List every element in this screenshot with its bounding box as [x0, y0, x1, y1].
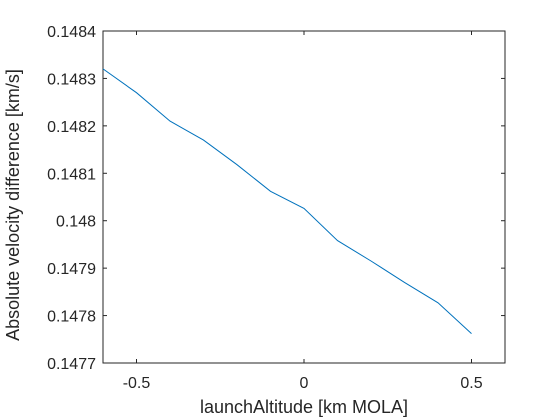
y-tick-label: 0.1479	[47, 261, 96, 278]
x-axis-label: launchAltitude [km MOLA]	[200, 397, 408, 417]
y-tick-label: 0.1481	[47, 166, 96, 183]
y-tick-label: 0.1478	[47, 309, 96, 326]
y-tick-label: 0.148	[56, 214, 96, 231]
axes-frame	[102, 30, 506, 364]
y-axis-ticks: 0.1477 0.1478 0.1479 0.148 0.1481 0.1482 0.148…	[47, 24, 505, 373]
plot-lines	[102, 68, 472, 334]
series-line	[102, 68, 472, 334]
axes-box	[102, 30, 506, 364]
y-tick-label: 0.1483	[47, 71, 96, 88]
x-tick-label: 0.5	[460, 375, 482, 392]
x-axis-ticks: -0.5 0 0.5	[123, 31, 483, 392]
y-tick-label: 0.1484	[47, 24, 96, 41]
y-tick-label: 0.1482	[47, 119, 96, 136]
x-tick-label: 0	[300, 375, 309, 392]
x-tick-label: -0.5	[123, 375, 151, 392]
y-axis-label: Absolute velocity difference [km/s]	[3, 69, 23, 341]
y-tick-label: 0.1477	[47, 356, 96, 373]
